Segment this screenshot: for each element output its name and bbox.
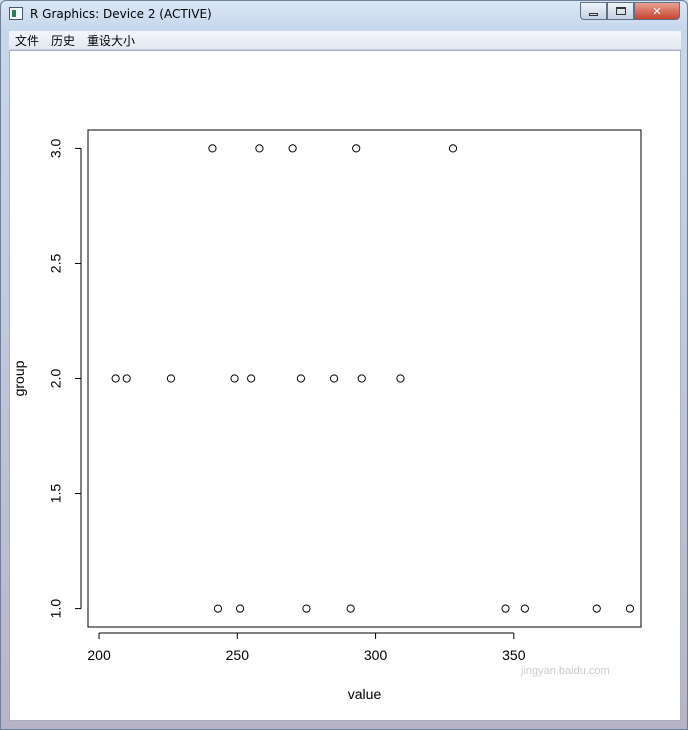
data-point	[352, 144, 361, 153]
data-point	[625, 604, 635, 613]
scatter-plot: 200 250 300 350 1.0 1.5 2.0 2.5 3.0 value group	[11, 129, 642, 702]
y-tick-label: 1.5	[48, 484, 64, 504]
x-tick-label: 350	[502, 647, 526, 663]
menu-file[interactable]: 文件	[15, 33, 40, 48]
x-tick-label: 250	[226, 647, 250, 663]
data-point	[396, 374, 405, 383]
data-point	[346, 604, 355, 613]
data-point	[329, 374, 339, 383]
title-bar[interactable]: R Graphics: Device 2 (ACTIVE) ✕	[1, 1, 687, 29]
y-tick-label: 2.5	[48, 254, 64, 274]
maximize-icon	[615, 7, 626, 15]
window-title: R Graphics: Device 2 (ACTIVE)	[30, 7, 212, 21]
data-point	[230, 374, 239, 383]
y-tick-label: 1.0	[48, 599, 64, 619]
plot-area: 200 250 300 350 1.0 1.5 2.0 2.5 3.0 value group	[9, 50, 681, 721]
menu-bar: 文件 历史 重设大小	[9, 31, 681, 50]
data-point	[255, 144, 264, 153]
data-point	[501, 604, 510, 613]
y-axis-label: group	[11, 360, 27, 396]
data-point	[235, 604, 245, 613]
x-tick-label: 300	[364, 647, 388, 663]
close-icon: ✕	[652, 4, 662, 18]
watermark: jingyan.baidu.com	[521, 665, 610, 677]
close-button[interactable]: ✕	[634, 2, 680, 20]
data-point	[213, 604, 223, 613]
data-point	[166, 374, 176, 383]
minimize-icon	[589, 12, 598, 16]
data-point	[357, 374, 366, 383]
menu-history[interactable]: 历史	[51, 33, 76, 48]
x-axis-label: value	[348, 686, 382, 702]
data-point	[111, 374, 120, 383]
data-point	[592, 604, 601, 613]
y-tick-label: 3.0	[48, 138, 64, 158]
data-point	[520, 604, 529, 613]
y-tick-label: 2.0	[48, 369, 64, 389]
data-point	[208, 144, 217, 153]
minimize-button[interactable]	[580, 2, 607, 20]
data-point	[296, 374, 306, 383]
maximize-button[interactable]	[607, 2, 634, 20]
data-point	[122, 374, 131, 383]
app-icon	[9, 7, 23, 20]
data-point	[288, 144, 297, 153]
x-tick-label: 200	[87, 647, 111, 663]
plot-frame	[87, 129, 642, 628]
data-point	[448, 144, 458, 153]
data-point	[247, 374, 256, 383]
menu-resize[interactable]: 重设大小	[87, 33, 136, 48]
data-point	[302, 604, 311, 613]
